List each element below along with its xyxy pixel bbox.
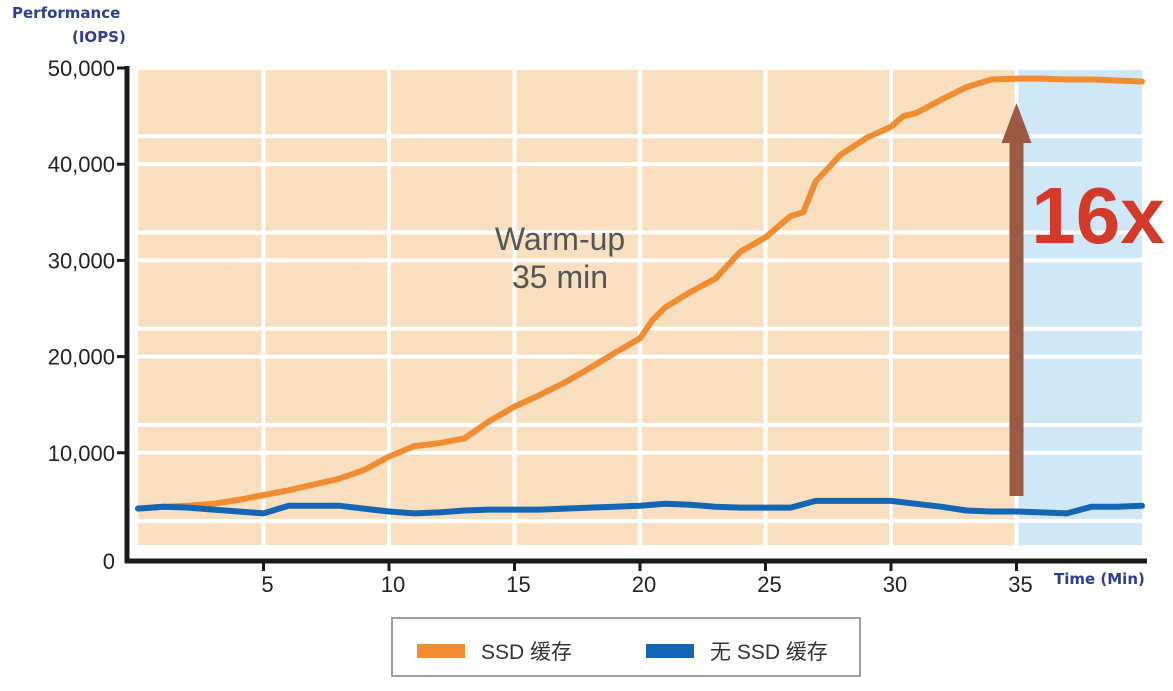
legend-label-no-ssd-cache: 无 SSD 缓存 [710, 641, 828, 664]
y-tick-labels: 0 10,000 20,000 30,000 40,000 50,000 [48, 56, 127, 574]
axes [124, 66, 1147, 564]
y-tick-label-0: 0 [103, 549, 115, 574]
x-tick-label-10: 10 [381, 572, 405, 597]
series-line-1 [135, 497, 1145, 517]
phase-text-line-1: 35 min [512, 259, 608, 295]
legend: SSD 缓存 无 SSD 缓存 [391, 617, 861, 677]
x-tick-labels: 5 10 15 20 25 30 35 [261, 561, 1033, 597]
legend-item-no-ssd-cache: 无 SSD 缓存 [646, 636, 828, 666]
y-tick-label-20000: 20,000 [48, 345, 115, 370]
y-tick-label-10000: 10,000 [48, 441, 115, 466]
improvement-arrow [1001, 103, 1032, 496]
y-tick-label-50000: 50,000 [48, 56, 115, 81]
phase-text-line-0: Warm-up [495, 221, 625, 257]
x-tick-label-35: 35 [1008, 572, 1032, 597]
legend-swatch-ssd-cache [417, 644, 465, 658]
data-series [135, 75, 1145, 517]
region-0 [138, 70, 1017, 545]
y-axis-label-line-1: Performance [12, 4, 121, 22]
x-tick-label-5: 5 [261, 572, 273, 597]
x-tick-label-15: 15 [506, 572, 530, 597]
legend-label-ssd-cache: SSD 缓存 [481, 641, 573, 664]
x-tick-label-20: 20 [632, 572, 656, 597]
legend-swatch-no-ssd-cache [646, 644, 694, 658]
multiplier-text: 16x [1031, 171, 1164, 260]
arrow-shaft [1009, 140, 1024, 496]
x-tick-label-30: 30 [883, 572, 907, 597]
region-1 [1018, 70, 1142, 545]
y-tick-label-30000: 30,000 [48, 248, 115, 273]
y-axis-label-line-2: (IOPS) [72, 28, 126, 46]
x-tick-label-25: 25 [757, 572, 781, 597]
legend-item-ssd-cache: SSD 缓存 [417, 636, 572, 666]
arrow-head [1001, 103, 1032, 143]
y-tick-label-40000: 40,000 [48, 152, 115, 177]
series-line-0 [135, 75, 1145, 512]
x-axis-label: Time (Min) [1054, 570, 1145, 588]
background-regions [138, 70, 1142, 545]
